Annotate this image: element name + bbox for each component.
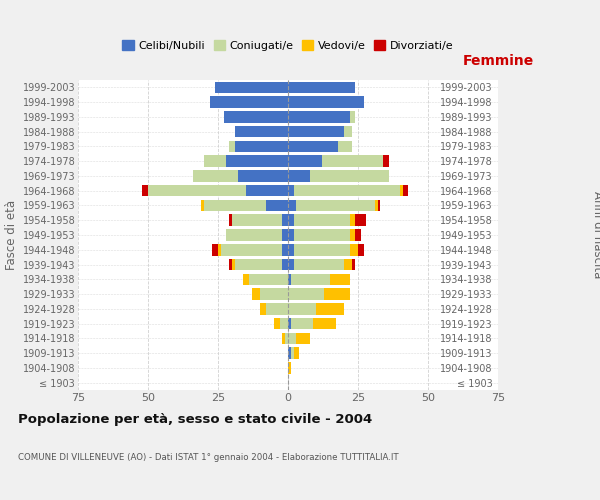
- Text: Anni di nascita: Anni di nascita: [590, 192, 600, 278]
- Bar: [288, 126, 344, 138]
- Bar: [288, 111, 350, 122]
- Bar: [235, 259, 283, 270]
- Bar: [288, 318, 291, 330]
- Bar: [266, 303, 288, 314]
- Bar: [249, 274, 288, 285]
- Bar: [266, 200, 288, 211]
- Bar: [293, 214, 350, 226]
- Bar: [212, 244, 218, 256]
- Bar: [355, 214, 367, 226]
- Bar: [288, 170, 310, 181]
- Bar: [344, 259, 352, 270]
- Bar: [293, 185, 400, 196]
- Bar: [377, 200, 380, 211]
- Bar: [232, 259, 235, 270]
- Bar: [293, 259, 344, 270]
- Bar: [288, 332, 296, 344]
- Bar: [383, 156, 389, 167]
- Text: Popolazione per età, sesso e stato civile - 2004: Popolazione per età, sesso e stato civil…: [18, 412, 372, 426]
- Bar: [288, 82, 355, 93]
- Bar: [204, 200, 266, 211]
- Bar: [291, 348, 293, 359]
- Bar: [350, 229, 355, 241]
- Bar: [288, 200, 296, 211]
- Bar: [288, 185, 293, 196]
- Bar: [142, 185, 148, 196]
- Bar: [224, 111, 288, 122]
- Bar: [293, 348, 299, 359]
- Text: Femmine: Femmine: [463, 54, 533, 68]
- Bar: [325, 288, 350, 300]
- Bar: [293, 229, 350, 241]
- Text: COMUNE DI VILLENEUVE (AO) - Dati ISTAT 1° gennaio 2004 - Elaborazione TUTTITALIA: COMUNE DI VILLENEUVE (AO) - Dati ISTAT 1…: [18, 452, 398, 462]
- Bar: [288, 274, 291, 285]
- Bar: [322, 156, 383, 167]
- Bar: [291, 318, 313, 330]
- Bar: [204, 156, 226, 167]
- Bar: [310, 170, 389, 181]
- Bar: [296, 200, 375, 211]
- Bar: [283, 244, 288, 256]
- Bar: [358, 244, 364, 256]
- Bar: [288, 362, 291, 374]
- Bar: [215, 82, 288, 93]
- Y-axis label: Fasce di età: Fasce di età: [5, 200, 19, 270]
- Bar: [238, 170, 288, 181]
- Bar: [218, 244, 221, 256]
- Bar: [288, 156, 322, 167]
- Bar: [288, 214, 293, 226]
- Bar: [288, 140, 338, 152]
- Bar: [288, 96, 364, 108]
- Bar: [400, 185, 403, 196]
- Bar: [296, 332, 310, 344]
- Bar: [313, 318, 335, 330]
- Bar: [288, 348, 291, 359]
- Bar: [229, 259, 232, 270]
- Bar: [338, 140, 352, 152]
- Bar: [288, 244, 293, 256]
- Bar: [201, 200, 204, 211]
- Bar: [251, 288, 260, 300]
- Bar: [148, 185, 246, 196]
- Bar: [260, 303, 266, 314]
- Bar: [226, 156, 288, 167]
- Bar: [355, 229, 361, 241]
- Bar: [350, 244, 358, 256]
- Bar: [288, 303, 316, 314]
- Bar: [221, 244, 283, 256]
- Bar: [350, 111, 355, 122]
- Bar: [403, 185, 409, 196]
- Bar: [293, 244, 350, 256]
- Bar: [330, 274, 350, 285]
- Bar: [291, 274, 330, 285]
- Bar: [352, 259, 355, 270]
- Bar: [274, 318, 280, 330]
- Bar: [243, 274, 249, 285]
- Bar: [283, 214, 288, 226]
- Bar: [235, 126, 288, 138]
- Bar: [226, 229, 283, 241]
- Bar: [246, 185, 288, 196]
- Bar: [260, 288, 288, 300]
- Bar: [229, 140, 235, 152]
- Bar: [193, 170, 238, 181]
- Bar: [285, 332, 288, 344]
- Bar: [209, 96, 288, 108]
- Bar: [283, 332, 285, 344]
- Bar: [344, 126, 352, 138]
- Legend: Celibi/Nubili, Coniugati/e, Vedovi/e, Divorziati/e: Celibi/Nubili, Coniugati/e, Vedovi/e, Di…: [118, 36, 458, 56]
- Bar: [283, 259, 288, 270]
- Bar: [350, 214, 355, 226]
- Bar: [288, 229, 293, 241]
- Bar: [229, 214, 232, 226]
- Bar: [288, 259, 293, 270]
- Bar: [235, 140, 288, 152]
- Bar: [280, 318, 288, 330]
- Bar: [232, 214, 283, 226]
- Bar: [316, 303, 344, 314]
- Bar: [283, 229, 288, 241]
- Bar: [288, 288, 325, 300]
- Bar: [375, 200, 377, 211]
